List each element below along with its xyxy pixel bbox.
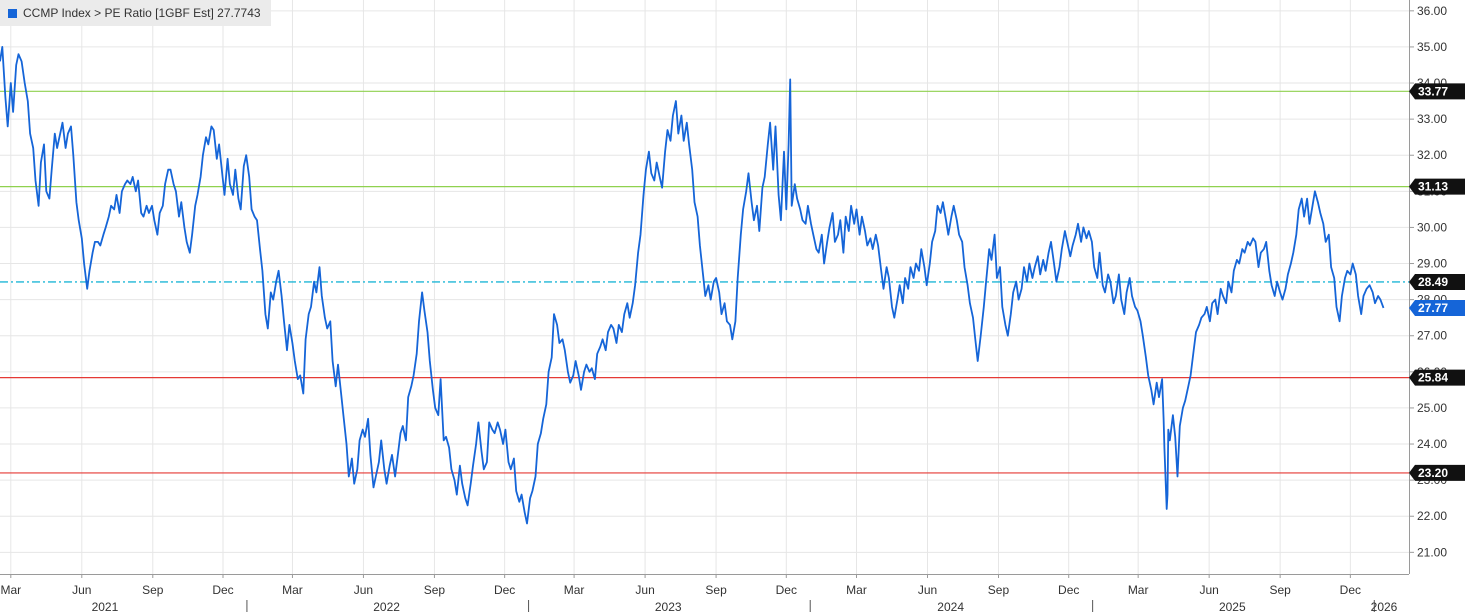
badge-label: 23.20 [1418,466,1448,480]
x-tick-label: Sep [142,583,164,597]
reference-value-badge: 23.20 [1409,464,1465,481]
badge-shape [1409,178,1465,195]
y-tick-label: 32.00 [1417,148,1447,162]
y-tick-label: 29.00 [1417,257,1447,271]
x-tick-label: Mar [1128,583,1149,597]
badge-shape [1409,369,1465,386]
legend: CCMP Index > PE Ratio [1GBF Est] 27.7743 [0,0,271,26]
y-tick-label: 35.00 [1417,40,1447,54]
x-tick-label: Dec [1340,583,1361,597]
reference-value-badge: 28.49 [1409,273,1465,290]
badge-shape [1409,273,1465,290]
y-tick-label: 33.00 [1417,112,1447,126]
x-year-label: 2021 [92,600,119,614]
x-tick-label: Jun [918,583,937,597]
x-tick-label: Mar [0,583,21,597]
x-tick-label: Jun [635,583,654,597]
badge-label: 28.49 [1418,275,1448,289]
badge-shape [1409,464,1465,481]
x-tick-label: Sep [988,583,1010,597]
x-year-label: 2026 [1371,600,1398,614]
y-tick-label: 21.00 [1417,545,1447,559]
grid [0,0,1409,574]
y-tick-label: 22.00 [1417,509,1447,523]
x-tick-label: Dec [1058,583,1079,597]
series-line [0,46,1385,525]
x-tick-label: Jun [354,583,373,597]
x-tick-label: Mar [282,583,303,597]
x-year-label: 2023 [655,600,682,614]
badge-label: 25.84 [1418,371,1448,385]
y-tick-label: 25.00 [1417,401,1447,415]
y-tick-label: 27.00 [1417,329,1447,343]
legend-label: CCMP Index > PE Ratio [1GBF Est] 27.7743 [23,6,261,20]
x-tick-label: Jun [72,583,91,597]
x-tick-label: Dec [212,583,233,597]
reference-value-badge: 25.84 [1409,369,1465,386]
badge-label: 27.77 [1418,301,1448,315]
x-tick-label: Dec [494,583,515,597]
x-tick-label: Mar [846,583,867,597]
badge-label: 33.77 [1418,84,1448,98]
value-badges: 33.77 31.13 28.49 25.84 23.20 27.77 [1409,83,1465,481]
badge-label: 31.13 [1418,180,1448,194]
last-value-badge: 27.77 [1409,299,1465,316]
x-tick-label: Sep [1269,583,1291,597]
reference-value-badge: 31.13 [1409,178,1465,195]
badge-shape [1409,299,1465,316]
x-year-label: 2022 [373,600,400,614]
x-tick-label: Dec [776,583,797,597]
y-tick-label: 36.00 [1417,4,1447,18]
badge-shape [1409,83,1465,100]
x-tick-label: Sep [424,583,446,597]
y-tick-label: 24.00 [1417,437,1447,451]
x-tick-label: Mar [564,583,585,597]
x-tick-label: Sep [705,583,727,597]
y-tick-label: 30.00 [1417,220,1447,234]
x-tick-label: Jun [1199,583,1218,597]
x-year-label: 2024 [937,600,964,614]
reference-value-badge: 33.77 [1409,83,1465,100]
series-layer [0,46,1385,525]
x-year-label: 2025 [1219,600,1246,614]
legend-swatch [8,8,17,18]
